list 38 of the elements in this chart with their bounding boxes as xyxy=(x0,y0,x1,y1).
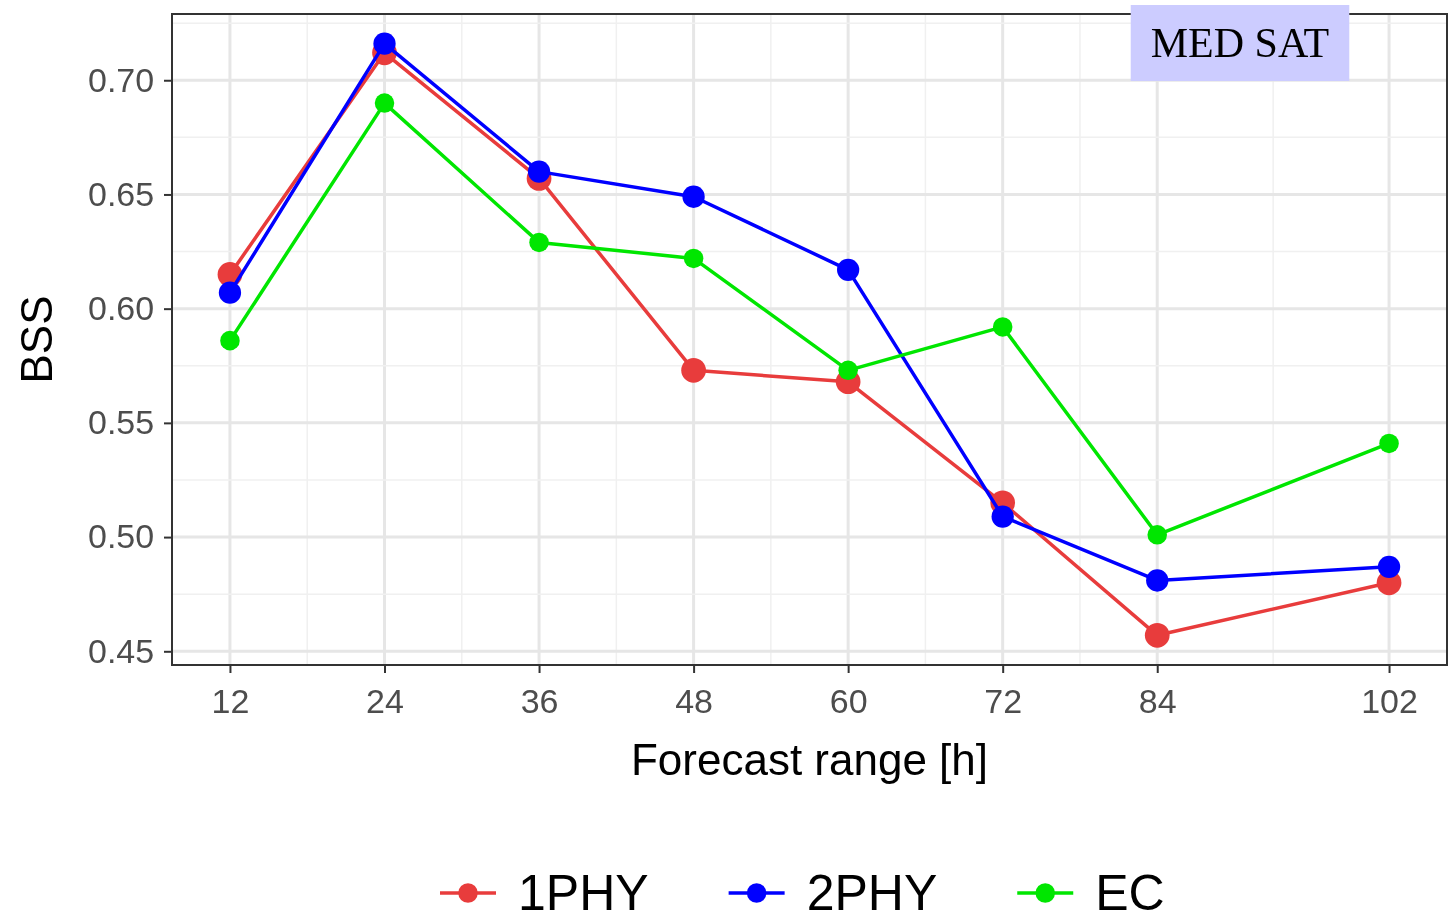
y-tick-label: 0.55 xyxy=(88,403,155,442)
point xyxy=(529,232,549,253)
y-tick-label: 0.45 xyxy=(88,631,155,670)
legend-label: EC xyxy=(1095,865,1165,916)
point xyxy=(681,358,706,383)
x-tick-label: 102 xyxy=(1361,682,1418,721)
legend-label: 2PHY xyxy=(806,865,938,916)
point xyxy=(220,330,240,351)
point xyxy=(682,185,705,208)
point xyxy=(1146,569,1169,592)
point xyxy=(218,281,242,304)
point xyxy=(1379,433,1399,454)
x-axis-title: Forecast range [h] xyxy=(630,735,989,784)
point xyxy=(373,32,396,55)
y-axis-title: BSS xyxy=(12,295,61,384)
x-tick-label: 12 xyxy=(211,682,250,721)
point xyxy=(683,248,704,269)
x-tick-label: 24 xyxy=(366,682,404,721)
point xyxy=(836,258,860,281)
x-tick-label: 48 xyxy=(675,682,713,721)
point xyxy=(992,317,1013,337)
y-tick-label: 0.65 xyxy=(88,174,155,213)
point xyxy=(374,93,395,113)
x-tick-label: 72 xyxy=(984,682,1023,721)
point xyxy=(527,160,551,183)
point xyxy=(1144,622,1170,648)
annotation: MED SAT xyxy=(1150,20,1330,66)
point xyxy=(991,505,1014,528)
point xyxy=(1147,525,1167,545)
x-tick-label: 36 xyxy=(520,682,559,721)
point xyxy=(838,360,858,381)
point xyxy=(1377,555,1401,578)
y-tick-label: 0.50 xyxy=(88,517,155,556)
y-tick-label: 0.70 xyxy=(88,60,155,99)
legend-label: 1PHY xyxy=(518,865,649,916)
x-tick-label: 84 xyxy=(1138,682,1177,721)
y-tick-label: 0.60 xyxy=(88,289,155,328)
x-tick-label: 60 xyxy=(829,682,868,721)
